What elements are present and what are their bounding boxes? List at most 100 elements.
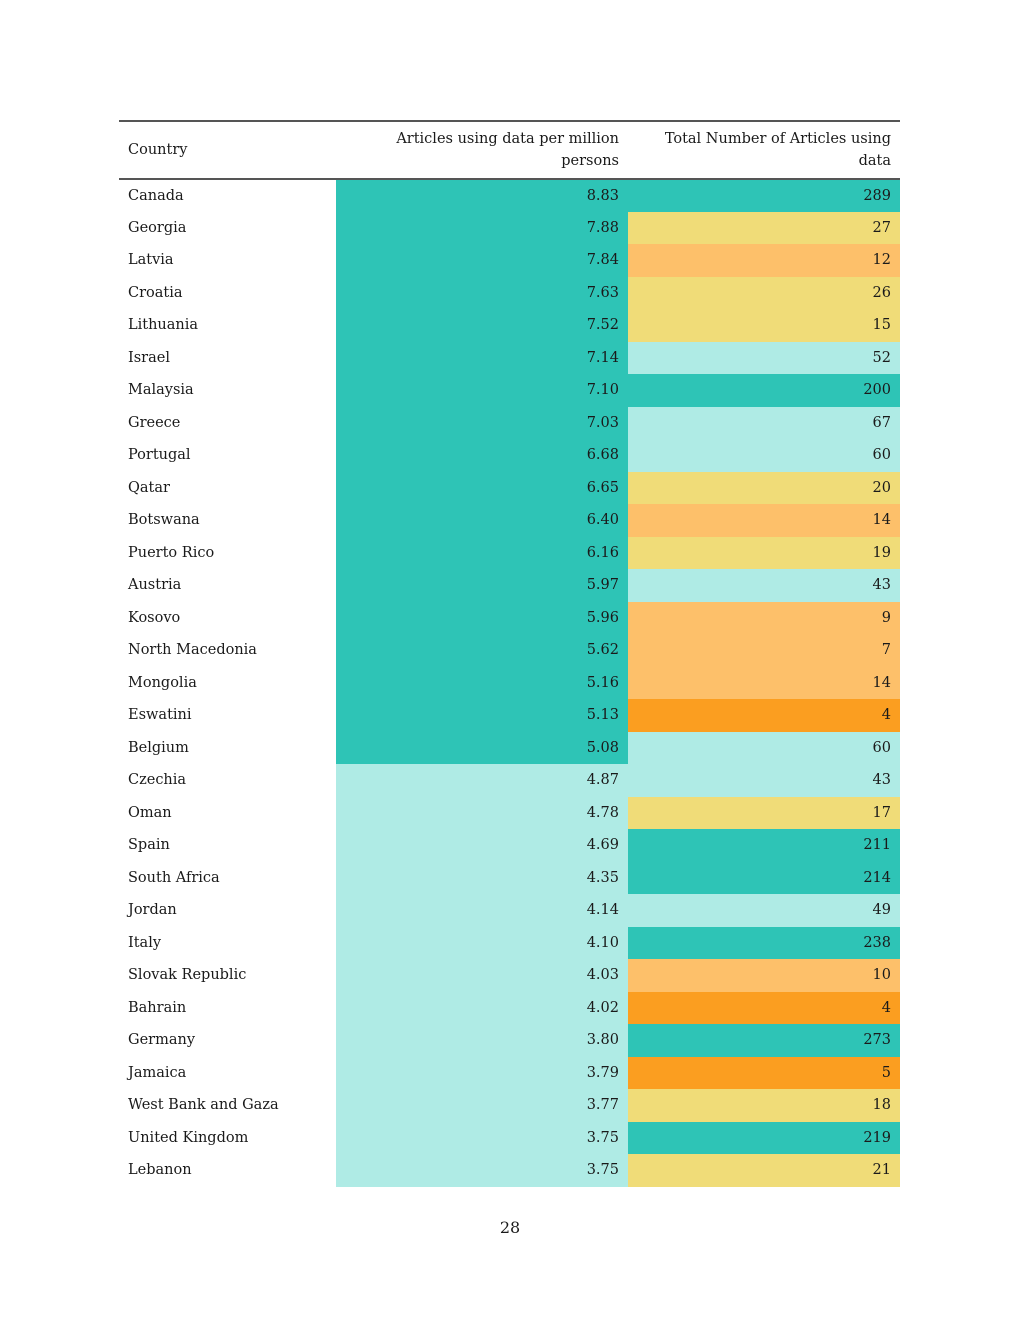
table-row: United Kingdom 3.75 219 [119, 1121, 900, 1154]
total-articles-cell: 18 [628, 1089, 900, 1122]
articles-per-million-cell: 4.35 [336, 861, 628, 894]
table-row: Jordan 4.14 49 [119, 894, 900, 927]
articles-per-million-cell: 4.78 [336, 796, 628, 829]
table-row: Georgia 7.88 27 [119, 211, 900, 244]
country-cell: United Kingdom [128, 1129, 249, 1146]
articles-per-million-cell: 7.84 [336, 244, 628, 277]
country-cell: Latvia [128, 252, 174, 269]
table-row: Slovak Republic 4.03 10 [119, 959, 900, 992]
country-cell: Lebanon [128, 1162, 192, 1179]
articles-per-million-cell: 3.75 [336, 1154, 628, 1187]
country-cell: Czechia [128, 772, 187, 789]
country-cell: Puerto Rico [128, 544, 215, 561]
articles-per-million-cell: 7.03 [336, 406, 628, 439]
total-articles-cell: 7 [628, 634, 900, 667]
table-row: Malaysia 7.10 200 [119, 374, 900, 407]
articles-per-million-cell: 6.68 [336, 439, 628, 472]
total-articles-cell: 12 [628, 244, 900, 277]
table-row: Croatia 7.63 26 [119, 276, 900, 309]
table-row: Lithuania 7.52 15 [119, 309, 900, 342]
table-row: Jamaica 3.79 5 [119, 1056, 900, 1089]
country-cell: Georgia [128, 219, 187, 236]
page-number: 28 [499, 1218, 521, 1237]
total-articles-cell: 67 [628, 406, 900, 439]
total-articles-cell: 60 [628, 439, 900, 472]
total-articles-cell: 4 [628, 699, 900, 732]
country-cell: Italy [128, 934, 162, 951]
total-articles-cell: 49 [628, 894, 900, 927]
header-country: Country [128, 142, 188, 158]
country-cell: Spain [128, 837, 170, 854]
country-cell: Jamaica [128, 1064, 187, 1081]
total-articles-cell: 43 [628, 569, 900, 602]
country-cell: Mongolia [128, 674, 197, 691]
total-articles-cell: 17 [628, 796, 900, 829]
total-articles-cell: 21 [628, 1154, 900, 1187]
total-articles-cell: 43 [628, 764, 900, 797]
articles-per-million-cell: 4.10 [336, 926, 628, 959]
articles-per-million-cell: 7.14 [336, 341, 628, 374]
articles-per-million-cell: 5.13 [336, 699, 628, 732]
country-cell: Portugal [128, 447, 191, 464]
country-cell: Bahrain [128, 999, 187, 1016]
country-cell: Kosovo [128, 609, 181, 626]
total-articles-cell: 27 [628, 211, 900, 244]
table-row: Greece 7.03 67 [119, 406, 900, 439]
header-articles-per-million: Articles using data per million persons [396, 131, 619, 169]
total-articles-cell: 200 [628, 374, 900, 407]
total-articles-cell: 214 [628, 861, 900, 894]
table-body: Canada 8.83 289 Georgia 7.88 27 Latvia 7.84 12 Cr… [119, 179, 900, 1187]
articles-per-million-cell: 3.75 [336, 1121, 628, 1154]
articles-per-million-cell: 5.96 [336, 601, 628, 634]
total-articles-cell: 289 [628, 179, 900, 212]
articles-per-million-cell: 5.62 [336, 634, 628, 667]
articles-per-million-cell: 7.10 [336, 374, 628, 407]
articles-per-million-cell: 5.16 [336, 666, 628, 699]
country-cell: Slovak Republic [128, 967, 247, 984]
articles-per-million-cell: 4.87 [336, 764, 628, 797]
total-articles-cell: 52 [628, 341, 900, 374]
total-articles-cell: 238 [628, 926, 900, 959]
country-cell: Malaysia [128, 382, 194, 399]
table-row: Spain 4.69 211 [119, 829, 900, 862]
country-cell: Lithuania [128, 317, 199, 334]
country-cell: Botswana [128, 512, 200, 529]
country-cell: Jordan [128, 902, 177, 919]
table-row: Eswatini 5.13 4 [119, 699, 900, 732]
header-total-articles: Total Number of Articles using data [664, 131, 891, 169]
total-articles-cell: 20 [628, 471, 900, 504]
country-cell: North Macedonia [128, 642, 257, 659]
total-articles-cell: 9 [628, 601, 900, 634]
country-cell: Germany [128, 1032, 196, 1049]
table-row: Austria 5.97 43 [119, 569, 900, 602]
articles-per-million-cell: 3.80 [336, 1024, 628, 1057]
total-articles-cell: 15 [628, 309, 900, 342]
total-articles-cell: 19 [628, 536, 900, 569]
total-articles-cell: 10 [628, 959, 900, 992]
table-row: Latvia 7.84 12 [119, 244, 900, 277]
table-row: Italy 4.10 238 [119, 926, 900, 959]
table-row: Belgium 5.08 60 [119, 731, 900, 764]
table-row: Germany 3.80 273 [119, 1024, 900, 1057]
country-cell: Canada [128, 187, 184, 204]
table-row: Botswana 6.40 14 [119, 504, 900, 537]
articles-per-million-cell: 7.88 [336, 211, 628, 244]
total-articles-cell: 26 [628, 276, 900, 309]
table-row: Oman 4.78 17 [119, 796, 900, 829]
country-cell: Israel [128, 349, 170, 366]
articles-per-million-cell: 4.14 [336, 894, 628, 927]
articles-per-million-cell: 5.08 [336, 731, 628, 764]
articles-per-million-cell: 3.79 [336, 1056, 628, 1089]
table-row: Lebanon 3.75 21 [119, 1154, 900, 1187]
table-row: North Macedonia 5.62 7 [119, 634, 900, 667]
table-row: West Bank and Gaza 3.77 18 [119, 1089, 900, 1122]
country-cell: Belgium [128, 739, 189, 756]
articles-per-million-cell: 7.52 [336, 309, 628, 342]
total-articles-cell: 4 [628, 991, 900, 1024]
table-row: Puerto Rico 6.16 19 [119, 536, 900, 569]
articles-per-million-cell: 3.77 [336, 1089, 628, 1122]
articles-per-million-cell: 4.03 [336, 959, 628, 992]
country-cell: Croatia [128, 284, 183, 301]
articles-per-million-cell: 5.97 [336, 569, 628, 602]
total-articles-cell: 5 [628, 1056, 900, 1089]
